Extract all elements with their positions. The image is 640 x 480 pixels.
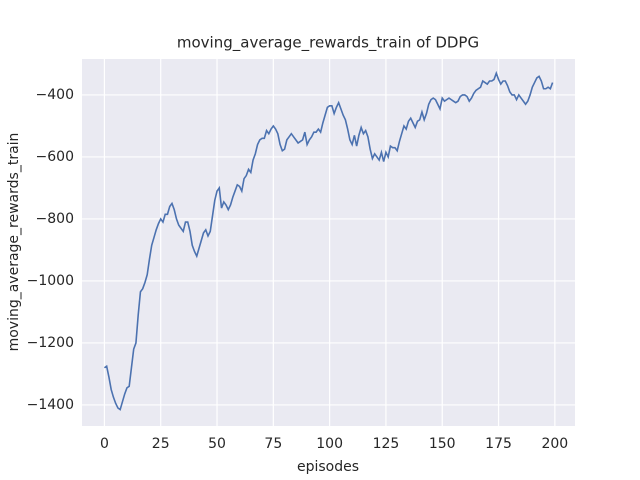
y-tick-label: −1000 — [27, 273, 74, 289]
plot-area — [82, 59, 575, 426]
y-tick-label: −800 — [36, 211, 74, 227]
marks — [103, 70, 554, 411]
x-tick-label: 100 — [316, 436, 343, 452]
chart-title: moving_average_rewards_train of DDPG — [177, 34, 479, 53]
grid — [82, 59, 575, 426]
y-tick-label: −1400 — [27, 397, 74, 413]
x-tick-label: 200 — [541, 436, 568, 452]
line-series — [103, 70, 554, 411]
y-tick-label: −400 — [36, 87, 74, 103]
x-tick-label: 75 — [264, 436, 282, 452]
x-axis-label: episodes — [297, 459, 359, 475]
x-tick-label: 0 — [100, 436, 109, 452]
y-axis-label: moving_average_rewards_train — [6, 133, 22, 352]
x-tick-label: 150 — [429, 436, 456, 452]
x-tick-label: 125 — [373, 436, 400, 452]
x-tick-label: 25 — [152, 436, 170, 452]
y-tick-label: −600 — [36, 149, 74, 165]
x-tick-label: 50 — [208, 436, 226, 452]
y-tick-label: −1200 — [27, 335, 74, 351]
x-tick-label: 175 — [485, 436, 512, 452]
